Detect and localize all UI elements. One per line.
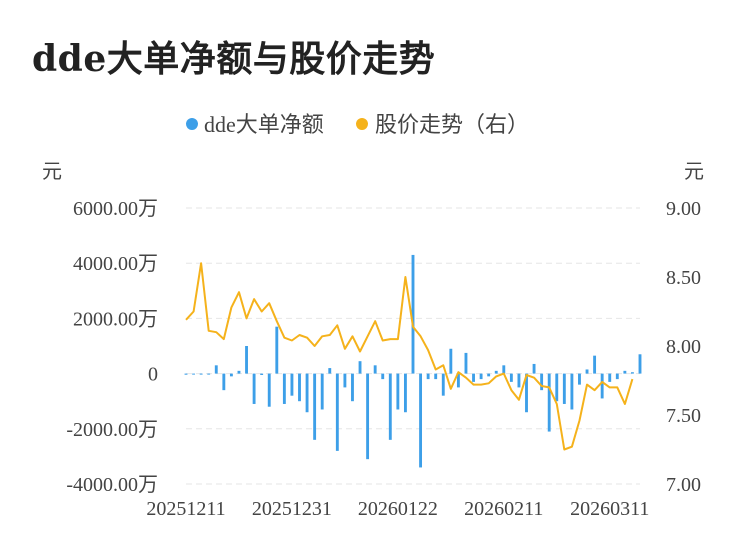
chart-title: dde大单净额与股价走势 <box>32 38 436 80</box>
dde-bar <box>237 370 241 374</box>
left-tick-label: -4000.00万 <box>66 474 158 496</box>
dde-bar <box>252 373 256 404</box>
price-series-line <box>185 262 634 451</box>
dde-bar <box>532 363 536 374</box>
dde-bar <box>593 355 597 374</box>
x-tick-label: 20260311 <box>570 498 649 520</box>
dde-bar <box>464 352 468 374</box>
dde-bar <box>328 368 332 374</box>
dde-bar <box>449 348 453 374</box>
dde-bar <box>570 373 574 410</box>
dde-bar <box>184 373 188 375</box>
dde-bar <box>517 373 521 388</box>
dde-bar <box>313 373 317 440</box>
dde-bar <box>199 373 203 375</box>
dde-bar <box>555 373 559 402</box>
left-tick-label: 6000.00万 <box>73 198 158 220</box>
right-tick-label: 9.00 <box>666 198 701 220</box>
dde-bar <box>298 373 301 402</box>
dde-bar <box>638 354 642 374</box>
x-axis: 20251211 20251231 20260122 20260211 20260311 <box>146 498 649 520</box>
dde-bar <box>411 254 415 374</box>
left-tick-label: 4000.00万 <box>73 253 158 275</box>
legend: dde大单净额 股价走势（右） <box>186 112 529 137</box>
price-line <box>185 262 634 451</box>
dde-bar <box>562 373 566 404</box>
dde-bar <box>267 373 271 407</box>
dde-bar <box>358 361 362 374</box>
dde-bar <box>525 373 528 413</box>
left-tick-label: 0 <box>148 364 158 386</box>
dde-bar <box>615 373 619 380</box>
dde-bar <box>282 373 286 404</box>
dde-bar <box>509 373 513 382</box>
dde-bar <box>630 372 634 374</box>
dde-bar <box>403 373 407 413</box>
dde-bar <box>396 373 400 410</box>
dde-bar <box>305 373 309 413</box>
dde-bar <box>419 373 423 468</box>
left-axis: 元 6000.00万 4000.00万 2000.00万 0 -2000.00万 -4000… <box>42 161 158 496</box>
legend-label-dde[interactable]: dde大单净额 <box>204 112 324 137</box>
right-unit-label: 元 <box>684 161 704 183</box>
dde-bar <box>494 370 498 374</box>
legend-label-price[interactable]: 股价走势（右） <box>375 112 529 137</box>
dde-bar <box>229 373 233 377</box>
dde-bar <box>373 365 377 374</box>
dde-bar <box>600 373 604 399</box>
dde-bar <box>502 365 506 374</box>
dde-bar <box>207 373 211 375</box>
dde-bar <box>608 373 612 382</box>
left-unit-label: 元 <box>42 161 62 183</box>
dde-bar <box>547 373 551 432</box>
right-tick-label: 7.00 <box>666 474 701 496</box>
left-tick-label: 2000.00万 <box>73 308 158 330</box>
dde-bar <box>388 373 392 440</box>
dde-bar <box>479 373 483 380</box>
dde-bar <box>320 373 324 410</box>
dde-bar <box>578 373 581 385</box>
dde-bar <box>222 373 226 391</box>
x-tick-label: 20251231 <box>252 498 332 520</box>
dde-bar <box>366 373 370 460</box>
dde-bar <box>426 373 430 380</box>
x-tick-label: 20251211 <box>146 498 225 520</box>
dde-bar <box>434 373 438 380</box>
dde-bar <box>351 373 354 402</box>
x-tick-label: 20260211 <box>464 498 543 520</box>
dde-bar <box>441 373 445 396</box>
dde-bar <box>275 326 279 374</box>
dde-bar <box>260 373 264 375</box>
dde-bar <box>585 369 589 374</box>
dde-bar <box>623 370 627 374</box>
right-tick-label: 8.00 <box>666 336 701 358</box>
dde-bar <box>487 373 491 377</box>
dde-bar <box>381 373 385 380</box>
dde-bar <box>214 365 218 374</box>
legend-marker-dde <box>186 118 198 130</box>
dde-bar <box>456 373 460 388</box>
dde-bars <box>184 254 642 468</box>
dde-bar <box>540 373 544 391</box>
left-tick-label: -2000.00万 <box>66 419 158 441</box>
dde-bar <box>245 346 248 374</box>
right-tick-label: 8.50 <box>666 267 701 289</box>
x-tick-label: 20260122 <box>358 498 438 520</box>
dde-bar <box>343 373 347 388</box>
right-tick-label: 7.50 <box>666 405 701 427</box>
dde-bar <box>192 373 196 375</box>
dde-bar <box>335 373 339 451</box>
dde-bar <box>290 373 294 396</box>
dde-bar <box>472 373 475 382</box>
legend-marker-price <box>356 118 368 130</box>
right-axis: 元 9.00 8.50 8.00 7.50 7.00 <box>666 161 704 496</box>
